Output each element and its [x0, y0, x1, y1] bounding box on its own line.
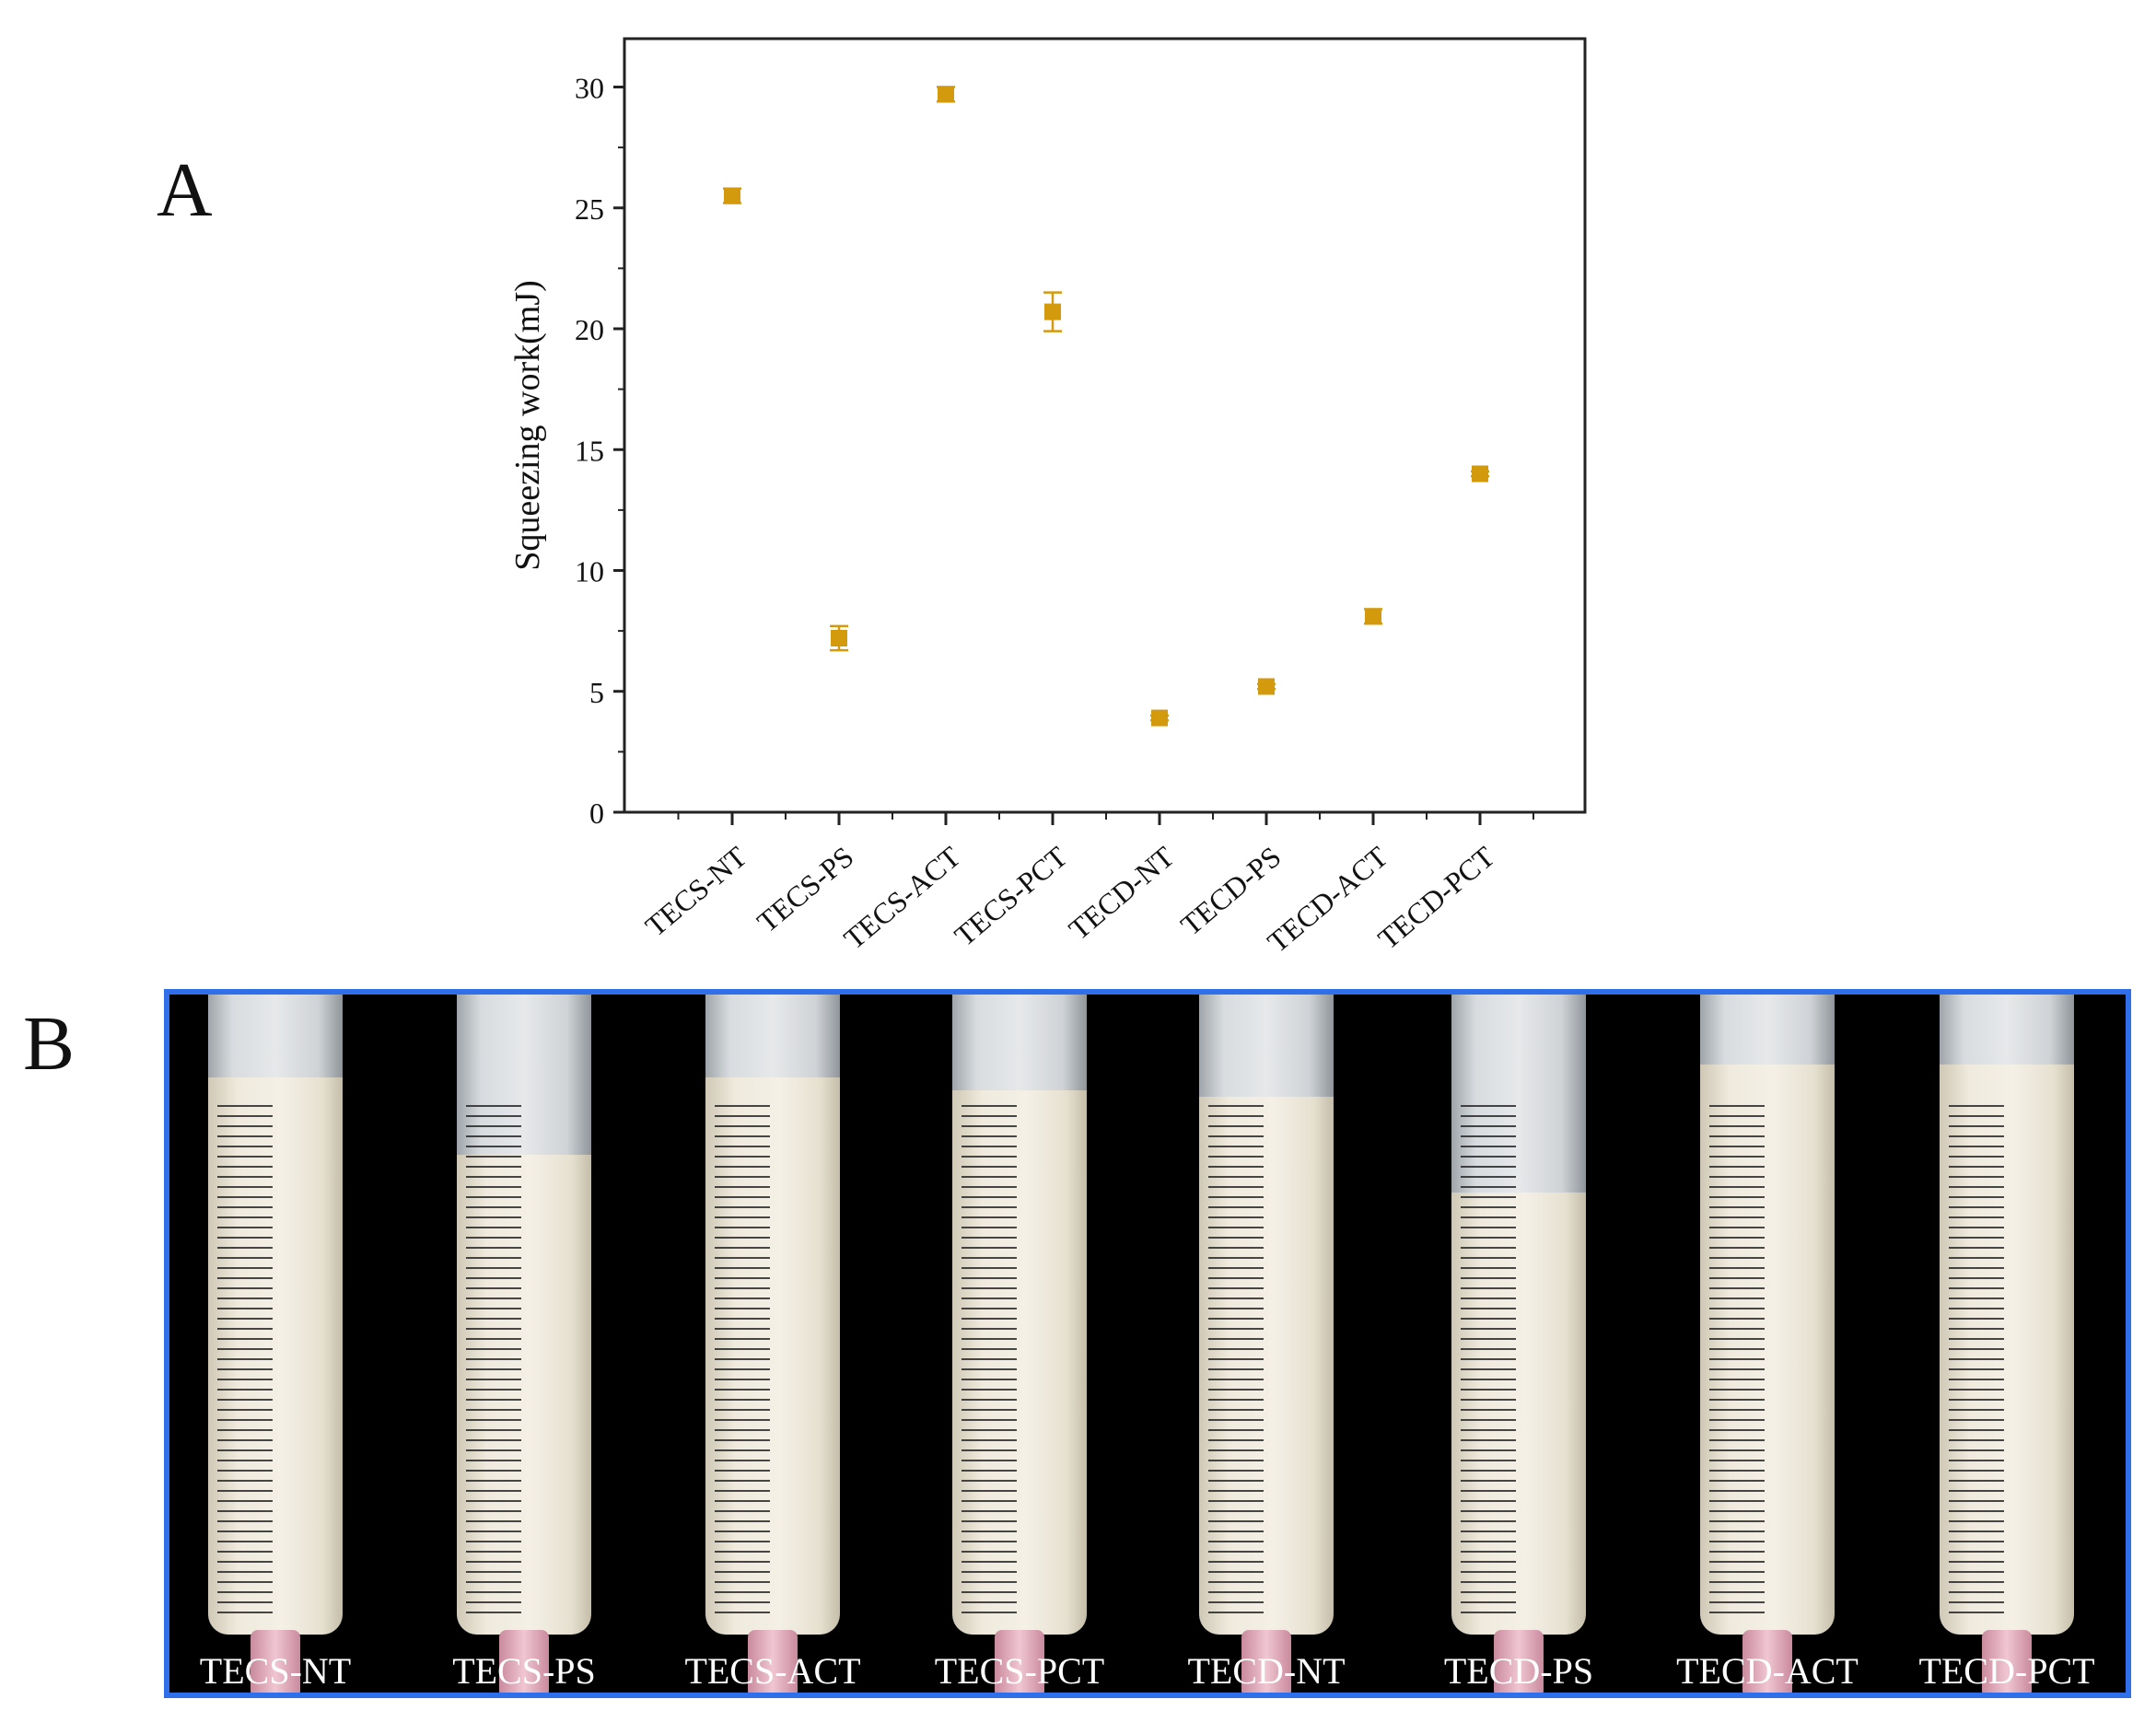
panel-a-letter: A	[157, 147, 213, 233]
x-tick-label-TECS-PS: TECS-PS	[751, 840, 860, 939]
y-tick-label-0: 0	[589, 797, 604, 830]
x-tick-label-TECD-PCT: TECD-PCT	[1371, 839, 1501, 955]
syringe-label-TECS-PS: TECS-PS	[452, 1650, 596, 1692]
graduation-marks	[715, 1105, 770, 1621]
syringe-label-TECD-NT: TECD-NT	[1187, 1650, 1346, 1692]
x-tick-label-TECS-NT: TECS-NT	[639, 839, 753, 942]
syringe-tip	[1494, 1630, 1544, 1693]
point-TECS-PS	[831, 630, 847, 646]
syringe-label-TECS-PCT: TECS-PCT	[934, 1650, 1105, 1692]
x-tick-label-TECD-NT: TECD-NT	[1063, 839, 1181, 946]
x-tick-label-TECS-PCT: TECS-PCT	[948, 839, 1074, 952]
graduation-marks	[1949, 1105, 2004, 1621]
syringe-photo-panel: TECS-NT TECS-PS TECS-ACT TECS-PCT TECD-NT TEC…	[164, 989, 2131, 1698]
graduation-marks	[217, 1105, 273, 1621]
syringe-TECD-PS: TECD-PS	[1440, 995, 1597, 1693]
point-TECD-NT	[1151, 709, 1168, 727]
syringe-tip	[1982, 1630, 2032, 1693]
point-TECS-ACT	[938, 86, 954, 103]
y-tick-label-15: 15	[575, 434, 604, 467]
y-tick-label-25: 25	[575, 192, 604, 226]
syringe-tip	[1241, 1630, 1291, 1693]
point-TECD-PS	[1258, 678, 1275, 695]
syringe-tip	[748, 1630, 798, 1693]
y-axis: 0 5 10 15 20 25 30	[575, 72, 624, 830]
syringe-TECS-PS: TECS-PS	[446, 995, 602, 1693]
panel-b-letter: B	[23, 1001, 76, 1087]
syringe-barrel	[705, 995, 840, 1635]
y-tick-label-10: 10	[575, 555, 604, 588]
graduation-marks	[1461, 1105, 1516, 1621]
syringe-barrel	[1940, 995, 2074, 1635]
syringe-tip	[995, 1630, 1044, 1693]
syringe-label-TECD-PS: TECD-PS	[1443, 1650, 1594, 1692]
point-TECS-NT	[724, 187, 740, 204]
syringe-label-TECD-PCT: TECD-PCT	[1918, 1650, 2095, 1692]
syringe-barrel	[1451, 995, 1586, 1635]
syringe-label-TECD-ACT: TECD-ACT	[1676, 1650, 1859, 1692]
graduation-marks	[1709, 1105, 1765, 1621]
x-tick-label-TECD-ACT: TECD-ACT	[1261, 839, 1394, 959]
graduation-marks	[961, 1105, 1017, 1621]
syringe-label-TECS-NT: TECS-NT	[199, 1650, 352, 1692]
y-tick-label-30: 30	[575, 72, 604, 105]
y-tick-label-5: 5	[589, 676, 604, 709]
syringe-TECD-ACT: TECD-ACT	[1676, 995, 1859, 1693]
y-axis-label: Squeezing work(mJ)	[508, 280, 547, 571]
syringe-TECD-PCT: TECD-PCT	[1918, 995, 2095, 1693]
syringe-barrel	[1199, 995, 1334, 1635]
syringe-TECS-PCT: TECS-PCT	[935, 995, 1104, 1693]
x-tick-label-TECS-ACT: TECS-ACT	[837, 839, 967, 955]
syringe-tip	[499, 1630, 549, 1693]
squeezing-work-chart: 0 5 10 15 20 25 30 TECS-NTTECS-PSTECS-ACTTECS-…	[508, 37, 1587, 959]
syringe-barrel	[208, 995, 343, 1635]
syringe-TECD-NT: TECD-NT	[1187, 995, 1346, 1693]
syringe-tip	[251, 1630, 300, 1693]
y-tick-label-20: 20	[575, 313, 604, 346]
point-TECS-PCT	[1044, 303, 1061, 320]
syringe-TECS-NT: TECS-NT	[197, 995, 354, 1693]
syringe-barrel	[952, 995, 1087, 1635]
graduation-marks	[466, 1105, 521, 1621]
plot-frame	[623, 37, 1587, 814]
syringe-tip	[1742, 1630, 1792, 1693]
syringe-barrel	[457, 995, 591, 1635]
graduation-marks	[1208, 1105, 1264, 1621]
point-TECD-PCT	[1472, 465, 1488, 483]
syringe-TECS-ACT: TECS-ACT	[684, 995, 861, 1693]
syringe-label-TECS-ACT: TECS-ACT	[684, 1650, 861, 1692]
syringe-barrel	[1700, 995, 1835, 1635]
point-TECD-ACT	[1365, 608, 1381, 625]
data-points	[723, 86, 1489, 727]
